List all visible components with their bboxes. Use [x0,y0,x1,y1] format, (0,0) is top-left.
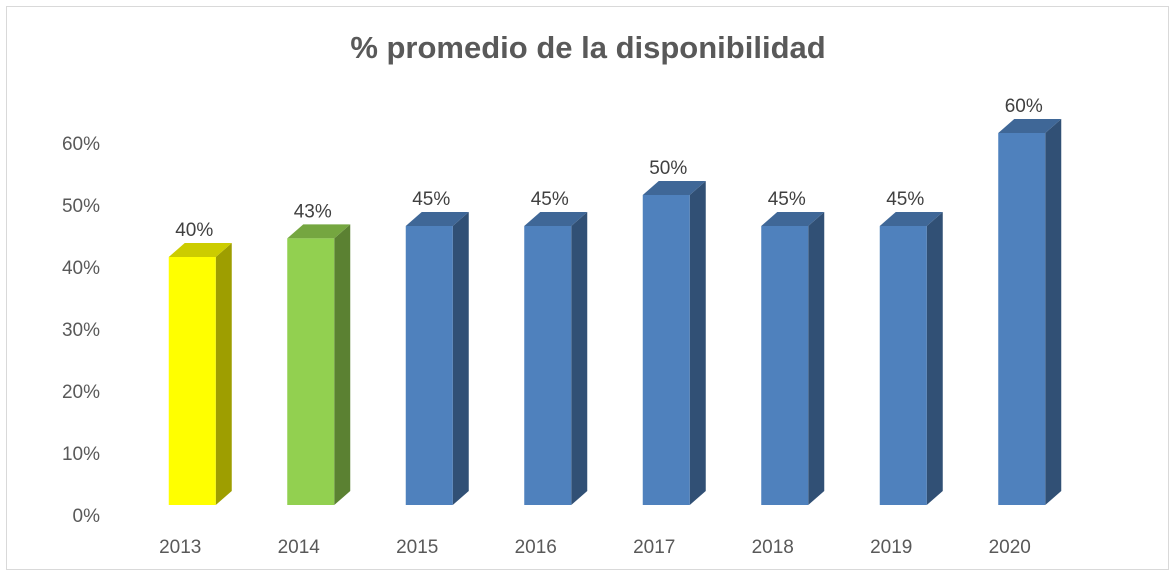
bar [879,226,927,505]
x-tick-label: 2020 [989,537,1031,558]
bar [998,133,1046,505]
data-label: 43% [294,201,332,222]
x-tick-label: 2017 [633,537,675,558]
bar-side [334,224,351,505]
data-label: 40% [175,220,213,241]
chart-title: % promedio de la disponibilidad [350,30,825,65]
y-tick-label: 50% [62,196,100,217]
data-label: 45% [886,189,924,210]
x-tick-label: 2016 [515,537,557,558]
bar-top [761,212,825,226]
bar [524,226,572,505]
data-label: 60% [1005,96,1043,117]
bar-side [689,181,706,505]
bar [287,238,335,505]
bar [168,257,216,505]
data-label: 50% [649,158,687,179]
bar-top [642,181,706,195]
y-tick-label: 20% [62,382,100,403]
bar-top [168,243,232,257]
data-label: 45% [412,189,450,210]
x-tick-label: 2019 [870,537,912,558]
data-label: 45% [768,189,806,210]
y-tick-label: 10% [62,444,100,465]
bar-top [879,212,943,226]
bar [761,226,809,505]
bar [642,195,690,505]
x-tick-label: 2018 [752,537,794,558]
bar-side [452,212,469,505]
data-label: 45% [531,189,569,210]
x-tick-label: 2013 [159,537,201,558]
bar-side [1045,119,1062,505]
bar-top [998,119,1062,133]
y-tick-label: 30% [62,320,100,341]
x-tick-label: 2015 [396,537,438,558]
bar-side [215,243,232,505]
bar-side [571,212,588,505]
bar-top [524,212,588,226]
bar-top [405,212,469,226]
bar [405,226,453,505]
bar-side [808,212,825,505]
y-tick-label: 60% [62,134,100,155]
bar-top [287,224,351,239]
x-tick-label: 2014 [278,537,321,558]
bar-side [926,212,943,505]
y-tick-label: 40% [62,258,100,279]
y-tick-label: 0% [73,506,101,527]
